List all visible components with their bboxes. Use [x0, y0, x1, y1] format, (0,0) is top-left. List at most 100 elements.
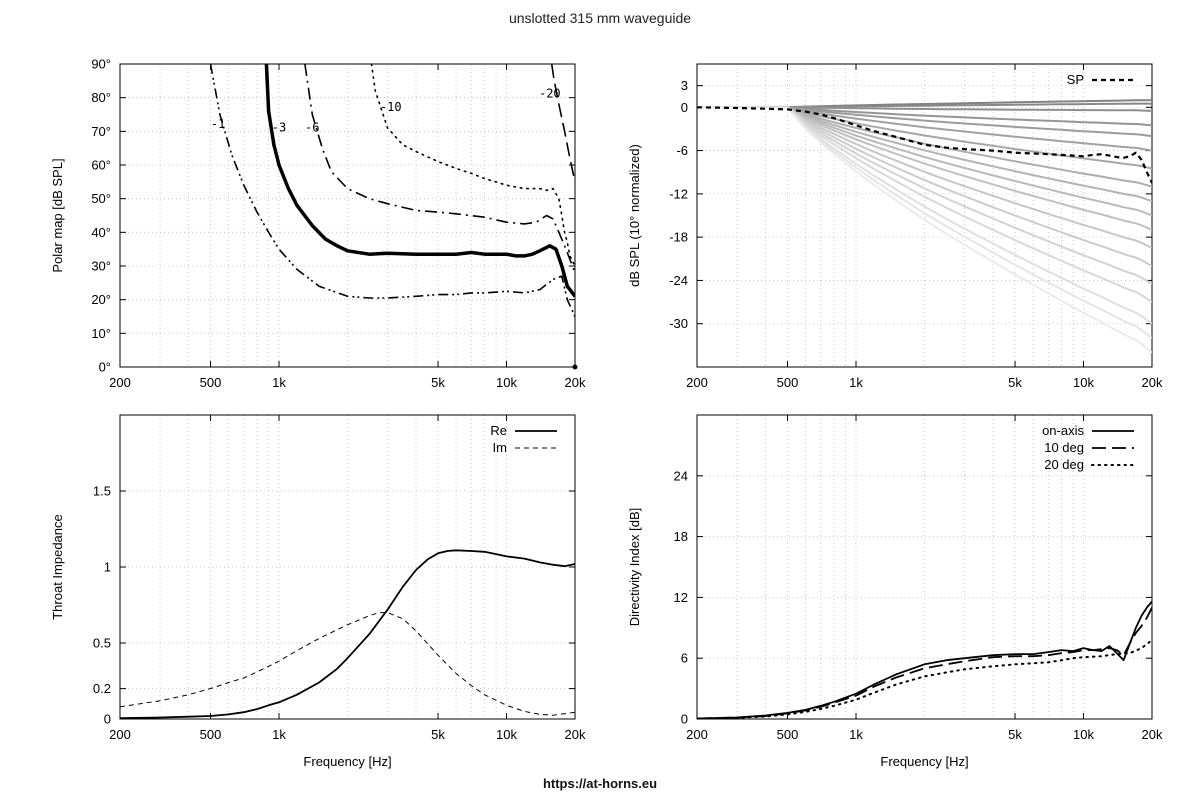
x-tick-label: 500	[777, 727, 799, 742]
plot-area	[697, 99, 1152, 354]
legend: SP	[1067, 72, 1134, 87]
y-tick-label: -12	[669, 186, 688, 201]
y-tick-label: 12	[674, 590, 688, 605]
y-tick-label: -30	[669, 316, 688, 331]
figure-title: unslotted 315 mm waveguide	[508, 10, 692, 26]
contour-label: -3	[272, 120, 286, 134]
series-6-line	[304, 64, 575, 273]
y-tick-label: 0.5	[93, 636, 111, 651]
grid	[120, 64, 575, 367]
x-tick-label: 200	[109, 727, 131, 742]
x-tick-label: 20k	[565, 727, 586, 742]
y-tick-label: 0.2	[93, 681, 111, 696]
x-tick-label: 500	[200, 375, 222, 390]
off-axis-curve	[697, 106, 1152, 127]
x-tick-label: 10k	[496, 727, 517, 742]
legend-label: on-axis	[1042, 423, 1084, 438]
off-axis-curve	[697, 106, 1152, 285]
plot-frame	[119, 63, 576, 368]
chart-di: 200 500 1k 5k 10k 20k 0 6 12 18 24 Directivity Inde…	[627, 414, 1163, 769]
y-tick-label: 3	[681, 78, 688, 93]
x-tick-label: 200	[686, 375, 708, 390]
series-sp-line	[697, 106, 1152, 184]
off-axis-curve	[697, 106, 1152, 138]
off-axis-curve	[697, 106, 1152, 188]
x-tick-label: 5k	[1008, 727, 1022, 742]
x-tick-label: 5k	[431, 375, 445, 390]
x-tick-label: 5k	[431, 727, 445, 742]
y-tick-label: 70°	[91, 124, 111, 139]
series-10-line	[370, 64, 575, 267]
y-tick-label: 1.5	[93, 484, 111, 499]
y-tick-label: 0°	[99, 360, 111, 375]
chart-impedance: 200 500 1k 5k 10k 20k 0 0.2 0.5 1 1.5 Throat Impeda…	[50, 414, 586, 769]
off-axis-curve	[697, 106, 1152, 339]
contour-label: -10	[380, 100, 402, 114]
y-tick-label: 40°	[91, 225, 111, 240]
plot-frame	[696, 414, 1153, 720]
series-20-line	[550, 64, 575, 182]
legend-label: SP	[1067, 72, 1084, 87]
legend-label: 20 deg	[1044, 457, 1084, 472]
series-re-line	[120, 549, 575, 719]
plot-area	[697, 600, 1152, 719]
series-im-line	[120, 612, 575, 716]
off-axis-curve	[697, 106, 1152, 267]
contour-label: -20	[539, 87, 561, 101]
y-tick-label: 0	[104, 712, 111, 727]
y-tick-label: 20°	[91, 292, 111, 307]
off-axis-curve	[697, 102, 1152, 109]
legend-label: 10 deg	[1044, 440, 1084, 455]
y-tick-label: 18	[674, 529, 688, 544]
y-axis-label: Throat Impedance	[50, 514, 65, 620]
grid	[697, 415, 1152, 719]
y-tick-label: 10°	[91, 326, 111, 341]
x-tick-label: 20k	[1142, 727, 1163, 742]
off-axis-curve	[697, 106, 1152, 325]
legend-label: Re	[490, 423, 507, 438]
x-tick-label: 5k	[1008, 375, 1022, 390]
plot-area	[120, 549, 575, 719]
x-tick-label: 20k	[565, 375, 586, 390]
chart-polar: 200 500 1k 5k 10k 20k 0° 10° 20° 30° 40° 50° 60° 70° 8…	[50, 57, 586, 391]
off-axis-curve	[697, 106, 1152, 112]
x-tick-label: 10k	[1073, 727, 1094, 742]
off-axis-curve	[697, 106, 1152, 354]
grid	[697, 64, 1152, 367]
contour-label: -1	[211, 117, 225, 131]
series-20-deg-line	[697, 639, 1152, 719]
legend: on-axis 10 deg 20 deg	[1042, 423, 1135, 472]
legend: Re Im	[490, 423, 557, 455]
data-point	[572, 364, 578, 370]
x-axis-label: Frequency [Hz]	[303, 754, 391, 769]
y-tick-label: 0	[681, 100, 688, 115]
y-tick-label: -24	[669, 273, 688, 288]
grid	[120, 415, 575, 719]
y-tick-label: 50°	[91, 191, 111, 206]
series-1-line	[209, 64, 575, 317]
off-axis-curve	[697, 106, 1152, 303]
off-axis-curve	[697, 106, 1152, 231]
x-tick-label: 10k	[496, 375, 517, 390]
y-tick-label: -18	[669, 230, 688, 245]
off-axis-curve	[697, 106, 1152, 249]
off-axis-curve	[697, 106, 1152, 217]
chart-spl: 200 500 1k 5k 10k 20k 3 0 -6 -12 -18 -24 -30 dB SPL (…	[627, 63, 1163, 390]
x-tick-label: 1k	[849, 375, 863, 390]
x-tick-label: 500	[200, 727, 222, 742]
y-tick-label: 60°	[91, 158, 111, 173]
x-tick-label: 20k	[1142, 375, 1163, 390]
off-axis-curve	[697, 106, 1152, 170]
y-tick-label: 24	[674, 468, 688, 483]
x-axis-label: Frequency [Hz]	[880, 754, 968, 769]
x-tick-label: 1k	[849, 727, 863, 742]
footer-url: https://at-horns.eu	[542, 776, 658, 791]
x-tick-label: 200	[686, 727, 708, 742]
plot-area	[209, 64, 575, 317]
x-tick-label: 200	[109, 375, 131, 390]
off-axis-curve	[697, 106, 1152, 203]
x-tick-label: 10k	[1073, 375, 1094, 390]
x-tick-label: 1k	[272, 375, 286, 390]
y-tick-label: 90°	[91, 57, 111, 72]
